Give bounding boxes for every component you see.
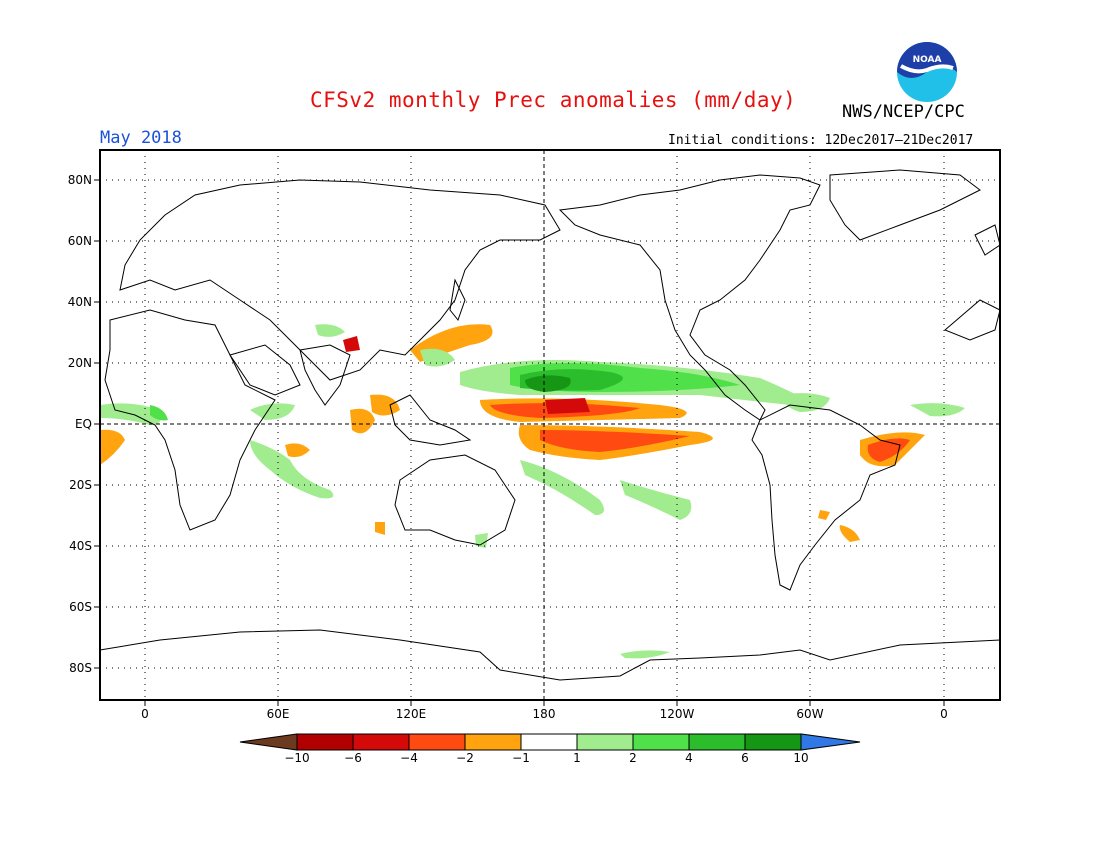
map-border (99, 149, 1001, 701)
colorbar: −10 −6 −4 −2 −1 1 2 4 6 10 (239, 733, 861, 765)
anomaly-patch (285, 443, 310, 458)
anomaly-patch (510, 363, 740, 392)
anomaly-patch (250, 403, 295, 420)
anomaly-patch (490, 403, 640, 418)
agency-label: NWS/NCEP/CPC (842, 102, 965, 122)
colorbar-label: 4 (685, 751, 693, 765)
colorbar-arrow-high (800, 733, 861, 751)
colorbar-swatch (688, 733, 746, 751)
initial-conditions: Initial conditions: 12Dec2017–21Dec2017 (668, 133, 974, 148)
anomaly-patch (620, 650, 670, 659)
anomaly-patch (375, 522, 385, 535)
colorbar-label: −1 (512, 751, 530, 765)
colorbar-label: −6 (344, 751, 362, 765)
anomaly-patch (780, 393, 830, 412)
lat-label: 20N (68, 356, 92, 370)
colorbar-swatch (352, 733, 410, 751)
colorbar-arrow-low (239, 733, 298, 751)
colorbar-label: −10 (284, 751, 309, 765)
colorbar-swatch (408, 733, 466, 751)
lat-label: 40N (68, 295, 92, 309)
colorbar-label: 6 (741, 751, 749, 765)
colorbar-label: 10 (793, 751, 808, 765)
lon-label: 120E (396, 707, 427, 721)
colorbar-swatch (464, 733, 522, 751)
lat-label: 80N (68, 173, 92, 187)
anomaly-patch (518, 425, 713, 460)
anomaly-patch (343, 336, 360, 352)
anomaly-patch (350, 408, 375, 434)
lat-label: 60S (69, 600, 92, 614)
anomaly-patch (150, 405, 168, 421)
anomaly-patch (100, 429, 125, 465)
anomaly-patch (818, 510, 830, 520)
lat-label: 80S (69, 661, 92, 675)
anomaly-patch (620, 480, 692, 520)
lon-label: 60E (267, 707, 290, 721)
anomaly-patch (315, 324, 345, 337)
anomaly-patch (839, 525, 860, 542)
anomaly-patch (420, 348, 455, 367)
lat-label: 20S (69, 478, 92, 492)
noaa-logo-text: NOAA (913, 55, 942, 65)
noaa-logo: NOAA (896, 41, 958, 103)
colorbar-swatch (296, 733, 354, 751)
anomaly-patch (540, 430, 690, 452)
anomaly-patch (475, 533, 488, 548)
colorbar-label: −2 (456, 751, 474, 765)
anomaly-patches (100, 324, 965, 659)
lat-label: 40S (69, 539, 92, 553)
lon-label: 180 (533, 707, 556, 721)
anomaly-patch (867, 438, 910, 462)
anomaly-patch (480, 398, 687, 422)
anomaly-patch (910, 403, 965, 417)
forecast-month: May 2018 (100, 128, 182, 148)
lat-label: 60N (68, 234, 92, 248)
anomaly-patch (370, 394, 400, 416)
colorbar-swatch (520, 733, 578, 751)
colorbar-swatch (744, 733, 802, 751)
colorbar-label: 1 (573, 751, 581, 765)
anomaly-patch (460, 359, 820, 408)
anomaly-patch (520, 460, 604, 515)
anomaly-patch (860, 432, 925, 467)
lon-label: 60W (796, 707, 823, 721)
lon-label: 0 (940, 707, 948, 721)
coastlines (99, 169, 1001, 681)
lon-label: 0 (141, 707, 149, 721)
lon-label: 120W (660, 707, 695, 721)
colorbar-swatch (576, 733, 634, 751)
lat-label: EQ (75, 417, 92, 431)
anomaly-patch (545, 398, 590, 414)
colorbar-label: 2 (629, 751, 637, 765)
colorbar-swatch (632, 733, 690, 751)
anomaly-patch (525, 375, 571, 392)
anomaly-patch (520, 369, 623, 391)
colorbar-label: −4 (400, 751, 418, 765)
anomaly-patch (100, 403, 162, 425)
chart-title: CFSv2 monthly Prec anomalies (mm/day) (310, 88, 797, 112)
map-frame: 80N 60N 40N 20N EQ 20S 40S 60S 80S 0 60E 120E 180 120… (68, 149, 1001, 721)
anomaly-patch (250, 440, 334, 499)
anomaly-patch (410, 324, 493, 362)
